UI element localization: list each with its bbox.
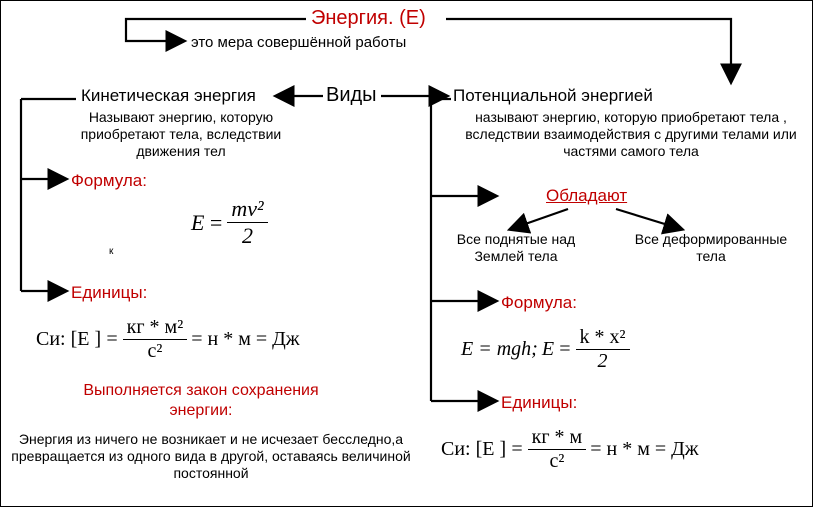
pot-formula2-lhs: E <box>542 338 554 361</box>
kin-units-num: кг * м² <box>123 316 188 340</box>
potential-units: Си: [E ] = кг * м с² = н * м = Дж <box>441 426 699 473</box>
kin-units-tail: = н * м = Дж <box>191 328 299 351</box>
kin-formula-eq: = <box>208 210 223 236</box>
kinetic-def: Называют энергию, которую приобретают те… <box>51 109 311 159</box>
kinetic-subscript-k: к <box>109 246 113 257</box>
kin-formula-lhs: E <box>191 210 204 236</box>
kin-units-eq1: = <box>105 328 119 351</box>
kinetic-units: Си: [E ] = кг * м² с² = н * м = Дж <box>36 316 300 363</box>
pot-units-den: с² <box>528 450 587 473</box>
pot-formula1: E = mgh; <box>461 338 538 361</box>
deformed-bodies: Все деформированные тела <box>621 231 801 265</box>
lifted-bodies: Все поднятые над Землей тела <box>441 231 591 265</box>
pot-units-tail: = н * м = Дж <box>590 438 698 461</box>
kin-formula-num: mv² <box>227 196 267 223</box>
potential-def: называют энергию, которую приобретают те… <box>461 109 801 159</box>
page-title: Энергия. (Е) <box>311 7 426 30</box>
potential-formula: E = mgh; E = k * x² 2 <box>461 326 630 373</box>
kin-units-prefix: Си: [E ] <box>36 328 101 351</box>
pot-units-eq: = <box>510 438 524 461</box>
pot-formula2-num: k * x² <box>576 326 630 350</box>
subtitle: это мера совершённой работы <box>191 34 406 52</box>
law-text: Энергия из ничего не возникает и не исче… <box>11 431 411 481</box>
potential-units-label: Единицы: <box>501 393 577 413</box>
kinetic-formula-label: Формула: <box>71 171 147 191</box>
potential-formula-label: Формула: <box>501 293 577 313</box>
pot-units-num: кг * м <box>528 426 587 450</box>
pot-formula2-den: 2 <box>576 350 630 373</box>
kinetic-heading: Кинетическая энергия <box>81 86 256 106</box>
law-title: Выполняется закон сохранения энергии: <box>71 381 331 421</box>
kinetic-units-label: Единицы: <box>71 283 147 303</box>
pot-units-prefix: Си: [E ] <box>441 438 506 461</box>
potential-heading: Потенциальной энергией <box>453 86 653 106</box>
pot-formula2-eq: = <box>558 338 572 361</box>
kin-units-den: с² <box>123 340 188 363</box>
kin-formula-den: 2 <box>227 223 267 249</box>
types-label: Виды <box>326 84 377 107</box>
possess-label: Обладают <box>546 186 627 206</box>
kinetic-formula: E = mv² 2 <box>191 196 268 249</box>
